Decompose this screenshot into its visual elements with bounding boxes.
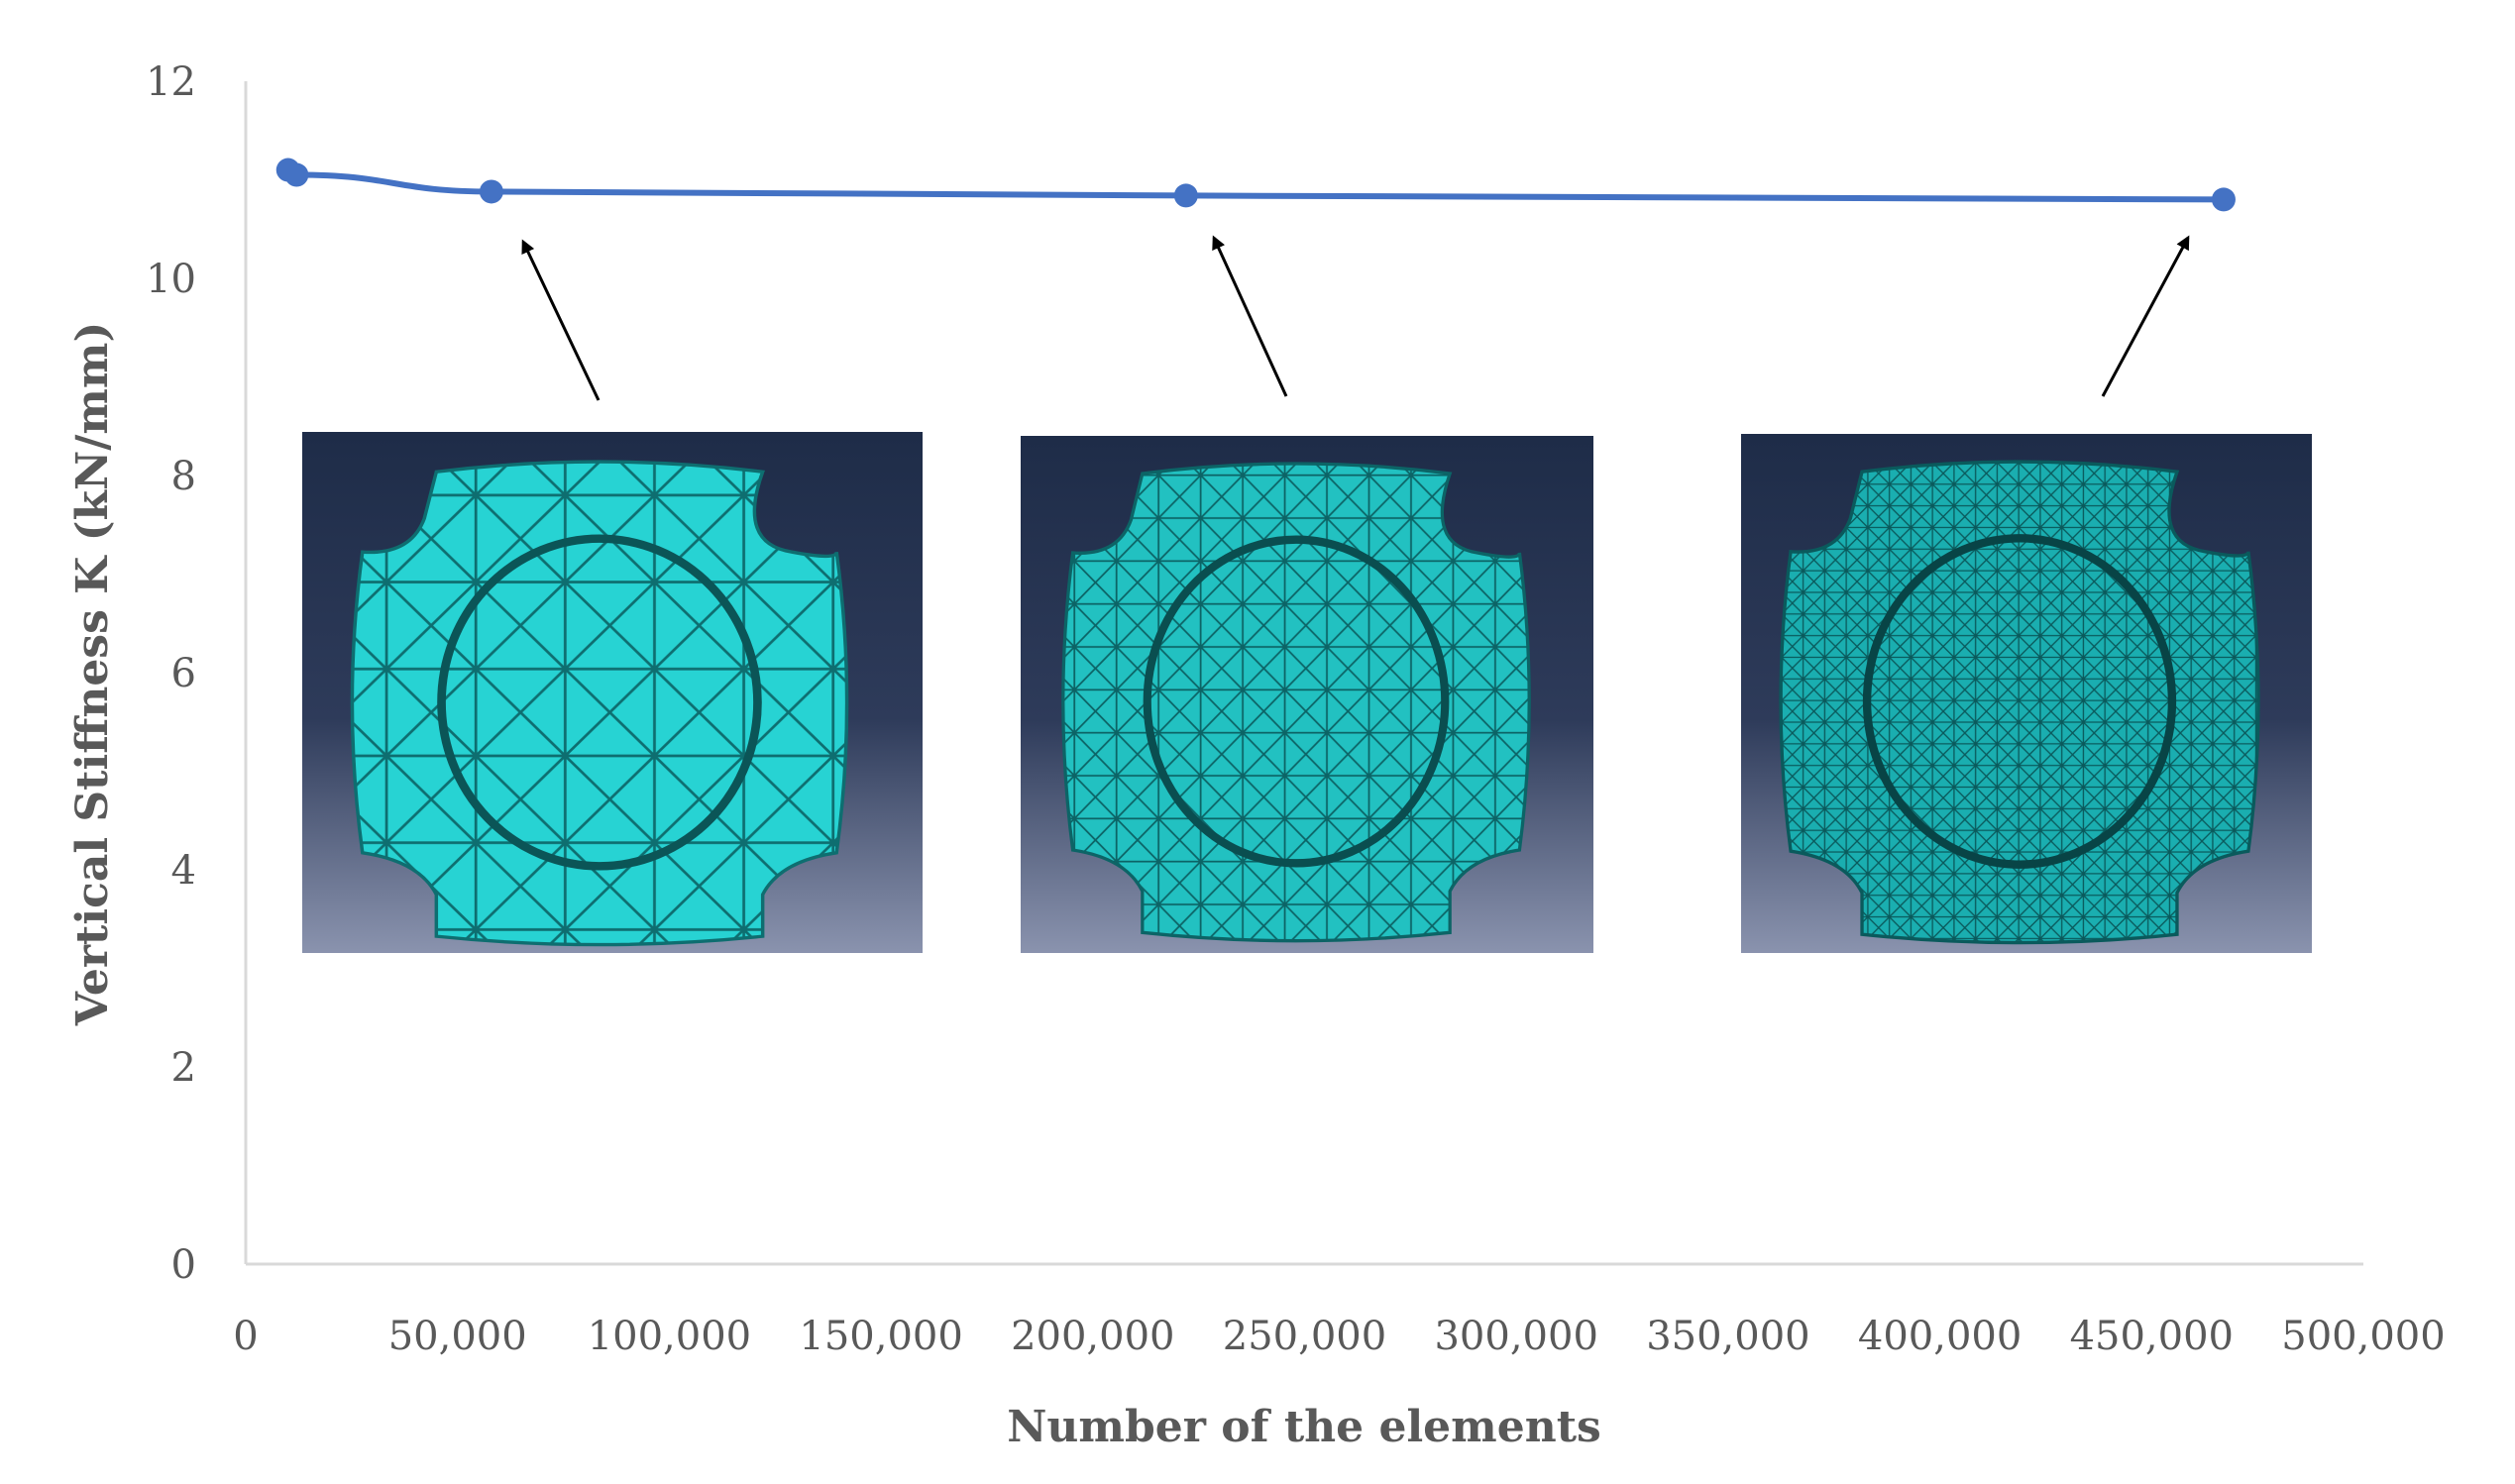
y-tick-label: 8 xyxy=(171,454,196,499)
y-tick-label: 0 xyxy=(171,1242,196,1288)
data-point xyxy=(479,179,503,204)
data-point xyxy=(2211,187,2236,212)
y-tick-label: 12 xyxy=(146,59,196,105)
mesh-inset-medium xyxy=(1021,436,1593,953)
x-tick-label: 250,000 xyxy=(1223,1314,1386,1359)
x-tick-label: 300,000 xyxy=(1434,1314,1597,1359)
x-tick-label: 350,000 xyxy=(1646,1314,1809,1359)
arrow-fine xyxy=(2101,235,2190,397)
data-point xyxy=(1173,183,1198,208)
y-tick-label: 4 xyxy=(171,848,196,894)
y-tick-labels: 0 2 4 6 8 10 12 xyxy=(146,59,196,1288)
data-point xyxy=(284,162,309,187)
arrow-medium xyxy=(1212,235,1288,397)
x-tick-label: 0 xyxy=(233,1314,258,1359)
y-tick-label: 6 xyxy=(171,651,196,696)
y-tick-label: 10 xyxy=(146,257,196,302)
x-tick-label: 450,000 xyxy=(2070,1314,2234,1359)
x-tick-labels: 0 50,000 100,000 150,000 200,000 250,000 300,0… xyxy=(233,1314,2445,1359)
y-axis-title: Vertical Stiffness K (kN/mm) xyxy=(67,322,118,1027)
mesh-inset-coarse xyxy=(302,432,923,953)
y-tick-label: 2 xyxy=(171,1045,196,1091)
series-layer xyxy=(275,158,2236,212)
x-tick-label: 400,000 xyxy=(1858,1314,2022,1359)
x-tick-label: 200,000 xyxy=(1011,1314,1174,1359)
x-tick-label: 50,000 xyxy=(388,1314,527,1359)
arrow-coarse xyxy=(521,239,601,401)
x-axis-title: Number of the elements xyxy=(1007,1402,1601,1452)
x-tick-label: 100,000 xyxy=(588,1314,751,1359)
series-line xyxy=(287,166,2224,203)
mesh-inset-fine xyxy=(1741,434,2312,953)
x-tick-label: 150,000 xyxy=(799,1314,962,1359)
x-tick-label: 500,000 xyxy=(2281,1314,2445,1359)
